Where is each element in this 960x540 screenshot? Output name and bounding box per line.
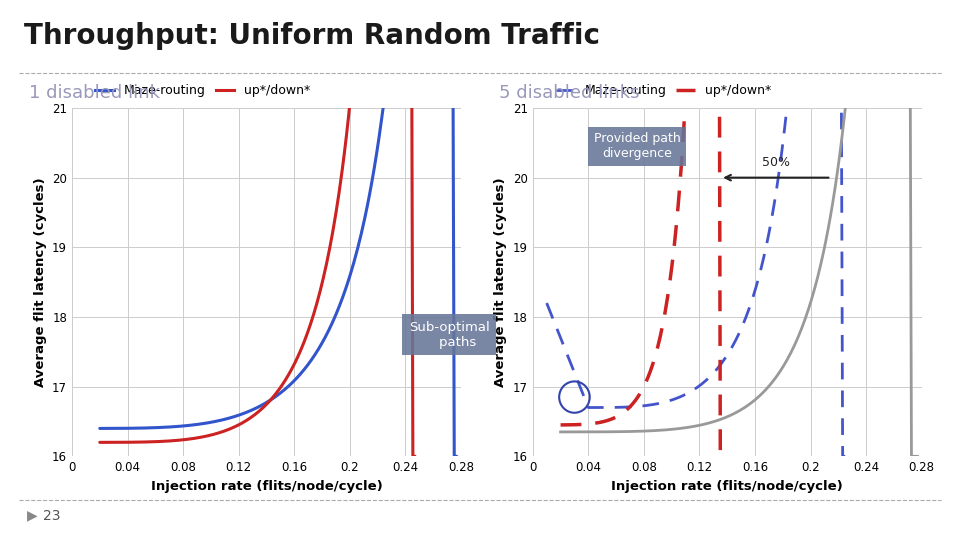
Text: Provided path
divergence: Provided path divergence (593, 132, 681, 160)
Text: ▶: ▶ (27, 509, 37, 523)
Text: 1 disabled link: 1 disabled link (29, 84, 159, 102)
Text: 23: 23 (43, 509, 60, 523)
Legend: Maze-routing, up*/down*: Maze-routing, up*/down* (551, 79, 777, 103)
Text: Sub-optimal
    paths: Sub-optimal paths (409, 321, 490, 349)
X-axis label: Injection rate (flits/node/cycle): Injection rate (flits/node/cycle) (151, 480, 382, 492)
Text: 5 disabled links: 5 disabled links (499, 84, 639, 102)
Legend: Maze-routing, up*/down*: Maze-routing, up*/down* (90, 79, 316, 103)
Y-axis label: Average flit latency (cycles): Average flit latency (cycles) (34, 177, 47, 387)
Y-axis label: Average flit latency (cycles): Average flit latency (cycles) (494, 177, 508, 387)
X-axis label: Injection rate (flits/node/cycle): Injection rate (flits/node/cycle) (612, 480, 843, 492)
Text: 50%: 50% (762, 156, 790, 170)
Text: Throughput: Uniform Random Traffic: Throughput: Uniform Random Traffic (24, 22, 600, 50)
